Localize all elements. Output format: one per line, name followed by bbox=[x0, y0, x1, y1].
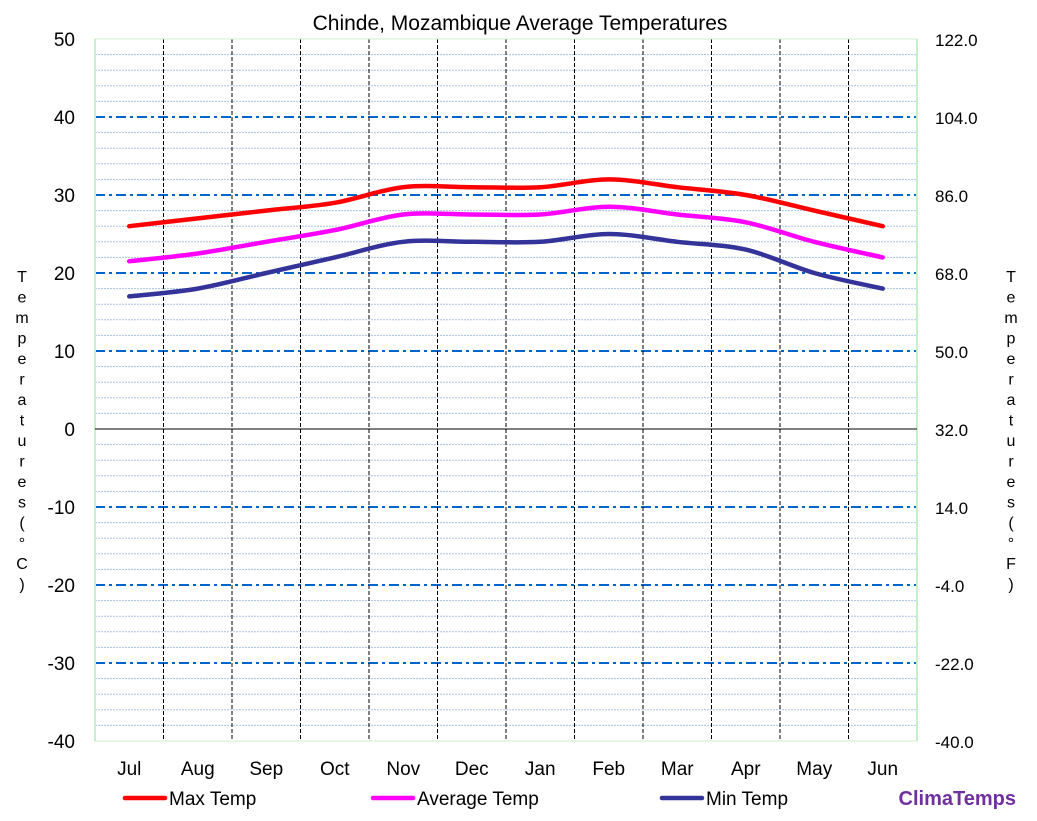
y2-tick-label: 104.0 bbox=[935, 109, 978, 128]
y2-axis-label: t bbox=[1009, 413, 1014, 430]
y-tick-label: 40 bbox=[54, 108, 75, 129]
y2-tick-label: 68.0 bbox=[935, 265, 968, 284]
y2-axis-label: e bbox=[1007, 351, 1016, 368]
x-tick-label: Jan bbox=[525, 759, 556, 780]
y-axis-label: p bbox=[18, 331, 27, 348]
y2-axis-label: ° bbox=[1008, 536, 1014, 553]
y-axis-label: t bbox=[20, 413, 25, 430]
y-tick-label: 30 bbox=[54, 186, 75, 207]
series-line-average-temp bbox=[127, 204, 885, 264]
y2-tick-label: 50.0 bbox=[935, 343, 968, 362]
y2-axis-label: F bbox=[1006, 556, 1016, 573]
x-tick-label: Dec bbox=[455, 759, 489, 780]
y-axis-label: r bbox=[19, 372, 25, 389]
y-axis-label: ( bbox=[19, 515, 25, 532]
y-axis-label: a bbox=[18, 392, 27, 409]
x-tick-label: Jun bbox=[867, 759, 898, 780]
y2-axis-label: m bbox=[1004, 310, 1017, 327]
x-tick-label: May bbox=[796, 759, 832, 780]
y-tick-label: 50 bbox=[54, 30, 75, 51]
x-tick-label: Aug bbox=[181, 759, 215, 780]
y-axis-label: e bbox=[18, 351, 27, 368]
y2-axis-label: s bbox=[1007, 495, 1015, 512]
y-axis-label: m bbox=[15, 310, 28, 327]
y2-tick-label: -22.0 bbox=[935, 655, 974, 674]
y2-axis-label: r bbox=[1008, 372, 1014, 389]
series-line-min-temp bbox=[127, 231, 885, 299]
y2-tick-label: 122.0 bbox=[935, 31, 978, 50]
y-axis-label: u bbox=[18, 433, 27, 450]
y-tick-label: 10 bbox=[54, 342, 75, 363]
y2-axis-label: p bbox=[1007, 331, 1016, 348]
y-axis-label: e bbox=[18, 290, 27, 307]
y-axis-label: ° bbox=[19, 536, 25, 553]
y2-axis-label: T bbox=[1006, 269, 1016, 286]
x-tick-label: Sep bbox=[249, 759, 283, 780]
y2-axis-label: ( bbox=[1008, 515, 1014, 532]
y2-tick-label: 14.0 bbox=[935, 499, 968, 518]
y2-axis-label: ) bbox=[1008, 577, 1013, 594]
x-tick-label: Mar bbox=[661, 759, 694, 780]
y-axis-label: ) bbox=[19, 577, 24, 594]
y-tick-label: -40 bbox=[48, 732, 75, 753]
y2-axis-label: r bbox=[1008, 454, 1014, 471]
y2-axis-label: e bbox=[1007, 290, 1016, 307]
x-tick-label: Feb bbox=[592, 759, 625, 780]
y2-axis-label: a bbox=[1007, 392, 1016, 409]
y2-axis-label: e bbox=[1007, 474, 1016, 491]
y2-tick-label: 32.0 bbox=[935, 421, 968, 440]
y-axis-label: r bbox=[19, 454, 25, 471]
y-axis-label: e bbox=[18, 474, 27, 491]
x-tick-label: Oct bbox=[320, 759, 350, 780]
y-axis-label: C bbox=[16, 556, 28, 573]
y2-tick-label: -4.0 bbox=[935, 577, 964, 596]
legend-label: Average Temp bbox=[417, 789, 539, 810]
y-tick-label: -30 bbox=[48, 654, 75, 675]
y2-tick-label: 86.0 bbox=[935, 187, 968, 206]
brand-logo: ClimaTemps bbox=[899, 788, 1016, 810]
x-tick-label: Nov bbox=[386, 759, 420, 780]
y-tick-label: -10 bbox=[48, 498, 75, 519]
x-tick-label: Apr bbox=[731, 759, 761, 780]
legend-label: Min Temp bbox=[706, 789, 788, 810]
x-tick-label: Jul bbox=[117, 759, 141, 780]
y-tick-label: -20 bbox=[48, 576, 75, 597]
y2-tick-label: -40.0 bbox=[935, 733, 974, 752]
chart-title: Chinde, Mozambique Average Temperatures bbox=[313, 12, 728, 35]
series-line-max-temp bbox=[127, 177, 885, 229]
y2-axis-label: u bbox=[1007, 433, 1016, 450]
y-axis-label: s bbox=[18, 495, 26, 512]
y-tick-label: 20 bbox=[54, 264, 75, 285]
legend-label: Max Temp bbox=[169, 789, 256, 810]
y-axis-label: T bbox=[17, 269, 27, 286]
y-tick-label: 0 bbox=[64, 420, 75, 441]
